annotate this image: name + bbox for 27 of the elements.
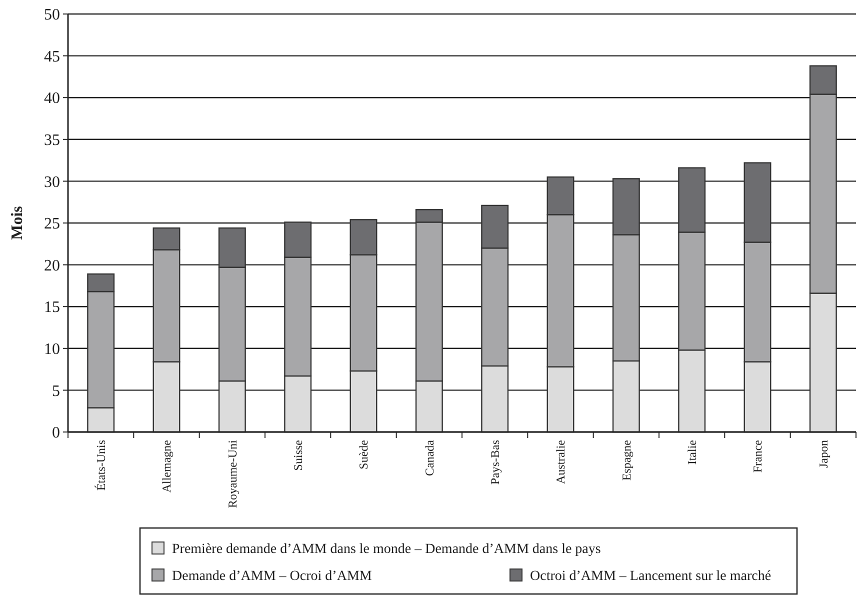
x-tick-label: Suisse: [291, 440, 306, 471]
y-tick-label: 10: [44, 341, 60, 358]
legend-label: Demande d’AMM – Ocroi d’AMM: [172, 569, 372, 584]
x-tick-label: Espagne: [619, 440, 634, 481]
x-tick-label: Suède: [356, 440, 371, 470]
legend-label: Octroi d’AMM – Lancement sur le marché: [530, 569, 772, 584]
y-tick-label: 50: [44, 6, 60, 24]
x-tick-label: France: [750, 440, 765, 473]
x-tick-label: Japon: [816, 440, 830, 468]
y-tick-label: 40: [44, 90, 60, 108]
y-tick-label: 25: [44, 216, 60, 233]
y-tick-label: 30: [44, 174, 60, 191]
y-axis-title: Mois: [9, 206, 26, 240]
x-tick-label: Canada: [422, 439, 436, 476]
y-tick-label: 20: [44, 257, 60, 274]
x-tick-label: Pays-Bas: [488, 440, 502, 485]
y-tick-label: 45: [44, 48, 60, 66]
x-tick-label: Allemagne: [160, 440, 174, 493]
x-tick-label: Italie: [685, 440, 700, 465]
legend-label: Première demande d’AMM dans le monde – Demande d’AMM dans le pays: [172, 542, 601, 557]
y-tick-label: 5: [52, 382, 60, 400]
x-tick-label: Royaume-Uni: [225, 439, 240, 508]
y-tick-label: 35: [44, 132, 60, 149]
y-tick-label: 0: [52, 424, 60, 442]
x-tick-label: États-Unis: [94, 440, 108, 491]
x-tick-label: Australie: [554, 440, 568, 484]
y-tick-label: 15: [44, 299, 60, 316]
